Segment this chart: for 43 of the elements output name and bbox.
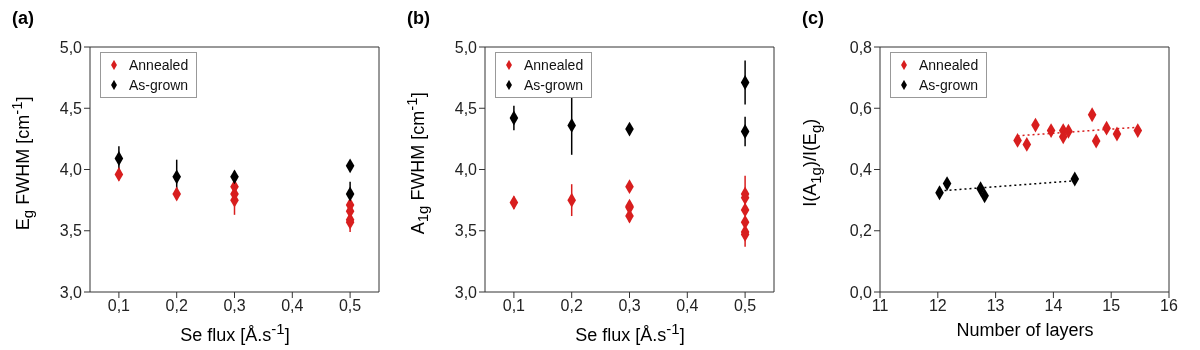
y-tick-label: 5,0 xyxy=(59,38,83,56)
y-tick-label: 0,2 xyxy=(849,222,873,240)
x-tick-label: 0,3 xyxy=(223,297,246,315)
x-tick-label: 11 xyxy=(871,297,889,315)
y-tick-label: 3,5 xyxy=(454,222,478,240)
x-tick-label: 13 xyxy=(986,297,1005,315)
chart-title: (c) xyxy=(802,8,824,29)
legend-label: Annealed xyxy=(129,56,189,75)
legend-label: As-grown xyxy=(919,76,979,95)
y-tick-label: 3,5 xyxy=(59,222,83,240)
x-tick-label: 0,5 xyxy=(733,297,757,315)
x-tick-label: 0,3 xyxy=(618,297,641,315)
x-tick-label: 0,1 xyxy=(107,297,131,315)
y-tick-label: 0,6 xyxy=(849,99,873,117)
x-axis-title: Se flux [Å.s$^{-1}$] xyxy=(574,320,686,346)
y-tick-label: 4,5 xyxy=(454,99,478,117)
y-tick-label: 5,0 xyxy=(454,38,478,56)
x-tick-label: 12 xyxy=(928,297,947,315)
x-tick-label: 0,1 xyxy=(502,297,526,315)
x-axis-title: Se flux [Å.s$^{-1}$] xyxy=(179,320,291,346)
x-tick-label: 15 xyxy=(1102,297,1121,315)
chart-title: (a) xyxy=(12,8,34,29)
legend-label: As-grown xyxy=(129,76,189,95)
x-tick-label: 14 xyxy=(1044,297,1063,315)
y-tick-label: 4,5 xyxy=(59,99,83,117)
x-tick-label: 0,2 xyxy=(560,297,583,315)
x-tick-label: 0,2 xyxy=(165,297,188,315)
y-tick-label: 4,0 xyxy=(454,161,478,179)
legend-label: As-grown xyxy=(524,76,584,95)
y-tick-label: 0,8 xyxy=(849,38,873,56)
y-tick-label: 4,0 xyxy=(59,161,83,179)
x-tick-label: 16 xyxy=(1160,297,1178,315)
y-tick-label: 3,0 xyxy=(59,283,83,301)
x-tick-label: 0,5 xyxy=(338,297,362,315)
y-tick-label: 0,0 xyxy=(849,283,873,301)
y-tick-label: 3,0 xyxy=(454,283,478,301)
legend-label: Annealed xyxy=(919,56,979,75)
x-tick-label: 0,4 xyxy=(281,297,304,315)
x-axis-title: Number of layers xyxy=(955,320,1095,341)
legend-label: Annealed xyxy=(524,56,584,75)
x-tick-label: 0,4 xyxy=(676,297,699,315)
chart-title: (b) xyxy=(407,8,430,29)
y-tick-label: 0,4 xyxy=(849,161,873,179)
